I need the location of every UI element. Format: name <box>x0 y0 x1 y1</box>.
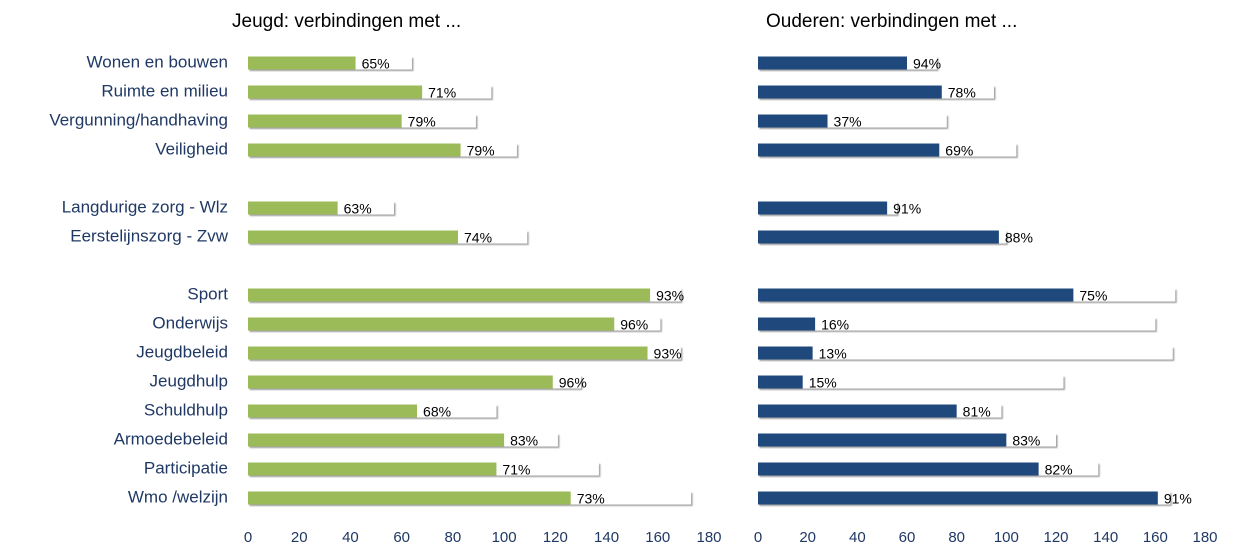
data-label: 68% <box>423 404 451 420</box>
data-label: 79% <box>408 114 436 130</box>
x-tick-label: 80 <box>948 529 965 546</box>
x-tick-label: 40 <box>849 529 866 546</box>
data-label: 74% <box>464 230 492 246</box>
bar <box>758 433 1007 447</box>
category-label: Sport <box>187 284 228 303</box>
bar <box>758 462 1039 476</box>
x-tick-label: 160 <box>645 529 670 546</box>
data-label: 83% <box>510 433 538 449</box>
category-label: Onderwijs <box>152 313 228 332</box>
data-label: 81% <box>963 404 991 420</box>
data-label: 71% <box>502 462 530 478</box>
x-tick-label: 120 <box>543 529 568 546</box>
bar <box>758 317 1156 331</box>
bar <box>248 404 418 418</box>
bar <box>758 56 907 70</box>
data-label: 93% <box>654 346 682 362</box>
bar <box>758 375 803 389</box>
bar <box>248 114 402 128</box>
bar <box>758 143 940 157</box>
bar <box>758 375 1064 389</box>
x-tick-label: 0 <box>754 529 762 546</box>
data-label: 65% <box>362 56 390 72</box>
data-label: 96% <box>620 317 648 333</box>
category-label: Vergunning/handhaving <box>49 110 228 129</box>
category-label: Ruimte en milieu <box>101 81 228 100</box>
category-label: Wonen en bouwen <box>87 52 228 71</box>
category-label: Veiligheid <box>155 139 228 158</box>
data-label: 73% <box>577 491 605 507</box>
data-label: 63% <box>344 201 372 217</box>
bar <box>248 462 497 476</box>
data-label: 83% <box>1012 433 1040 449</box>
data-label: 79% <box>467 143 495 159</box>
category-label: Jeugdhulp <box>150 371 228 390</box>
data-label: 15% <box>809 375 837 391</box>
x-tick-label: 60 <box>393 529 410 546</box>
data-label: 94% <box>913 56 941 72</box>
x-tick-label: 20 <box>799 529 816 546</box>
bar <box>758 317 816 331</box>
data-label: 13% <box>819 346 847 362</box>
bar <box>248 288 651 302</box>
data-label: 88% <box>1005 230 1033 246</box>
data-label: 78% <box>948 85 976 101</box>
bar <box>248 433 505 447</box>
category-label: Jeugdbeleid <box>136 342 228 361</box>
data-label: 93% <box>656 288 684 304</box>
bar <box>248 201 338 215</box>
bar <box>248 85 423 99</box>
bar <box>758 491 1158 505</box>
bar <box>248 230 459 244</box>
x-tick-label: 120 <box>1043 529 1068 546</box>
bar <box>758 230 999 244</box>
bar <box>248 375 553 389</box>
x-tick-label: 40 <box>342 529 359 546</box>
bar <box>758 85 942 99</box>
x-tick-label: 100 <box>492 529 517 546</box>
bar <box>758 346 813 360</box>
data-label: 71% <box>428 85 456 101</box>
data-label: 91% <box>1164 491 1192 507</box>
category-label: Langdurige zorg - Wlz <box>62 197 228 216</box>
x-tick-label: 60 <box>899 529 916 546</box>
x-tick-label: 140 <box>594 529 619 546</box>
chart-title: Ouderen: verbindingen met ... <box>766 11 1017 32</box>
data-label: 37% <box>834 114 862 130</box>
data-label: 69% <box>945 143 973 159</box>
x-tick-label: 140 <box>1093 529 1118 546</box>
chart-title: Jeugd: verbindingen met ... <box>232 11 461 32</box>
data-label: 91% <box>893 201 921 217</box>
bar <box>758 114 828 128</box>
category-label: Wmo /welzijn <box>128 487 228 506</box>
bar <box>758 346 1173 360</box>
x-tick-label: 80 <box>445 529 462 546</box>
x-tick-label: 180 <box>696 529 721 546</box>
data-label: 96% <box>559 375 587 391</box>
data-label: 82% <box>1045 462 1073 478</box>
x-tick-label: 160 <box>1143 529 1168 546</box>
bar <box>758 404 957 418</box>
bar <box>248 143 461 157</box>
bar <box>248 491 571 505</box>
x-tick-label: 20 <box>291 529 308 546</box>
data-label: 16% <box>821 317 849 333</box>
bar <box>248 317 615 331</box>
x-tick-label: 0 <box>244 529 252 546</box>
category-label: Participatie <box>144 458 228 477</box>
data-label: 75% <box>1079 288 1107 304</box>
bar <box>248 56 356 70</box>
x-tick-label: 100 <box>994 529 1019 546</box>
x-tick-label: 180 <box>1192 529 1217 546</box>
category-label: Armoedebeleid <box>114 429 228 448</box>
category-label: Eerstelijnszorg - Zvw <box>70 226 228 245</box>
category-label: Schuldhulp <box>144 400 228 419</box>
bar <box>248 346 648 360</box>
bar <box>758 201 888 215</box>
bar <box>758 288 1074 302</box>
